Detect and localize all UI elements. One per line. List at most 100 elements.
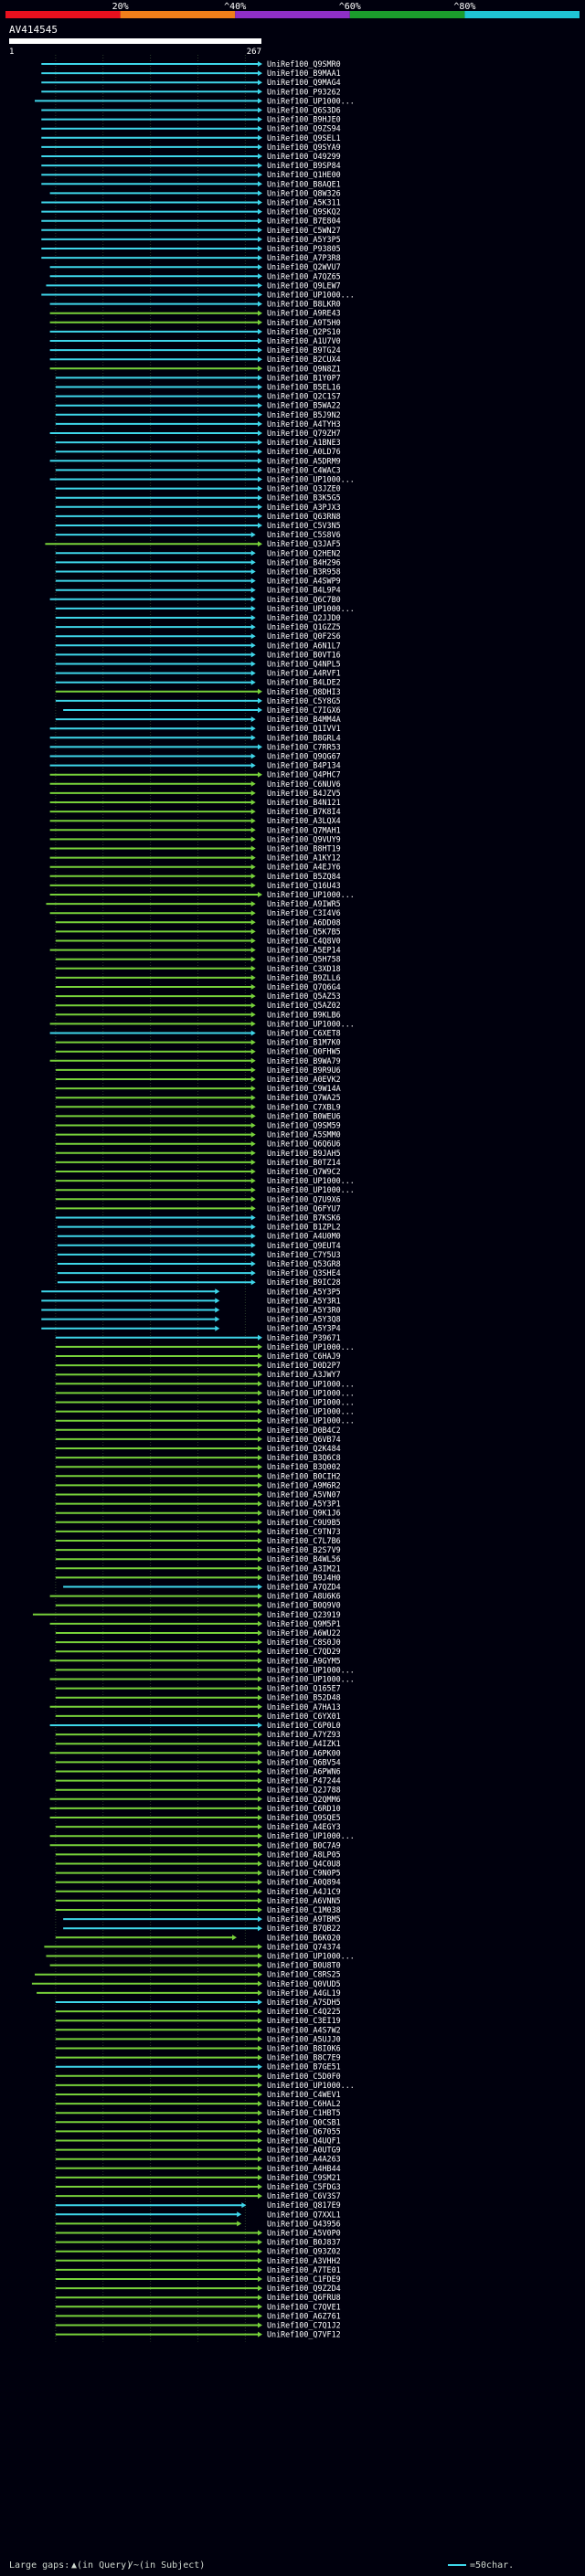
hit-label[interactable]: UniRef100_Q3JZE0 xyxy=(267,484,341,493)
hit-label[interactable]: UniRef100_A4GL19 xyxy=(267,1988,341,1998)
hit-label[interactable]: UniRef100_B8AQE1 xyxy=(267,179,341,188)
hit-label[interactable]: UniRef100_A5VN07 xyxy=(267,1490,341,1500)
hit-label[interactable]: UniRef100_Q6FRU8 xyxy=(267,2293,341,2302)
hit-label[interactable]: UniRef100_C7Y5U3 xyxy=(267,1250,341,1259)
hit-label[interactable]: UniRef100_B8GRL4 xyxy=(267,733,341,742)
hit-label[interactable]: UniRef100_C8S0J0 xyxy=(267,1638,341,1647)
hit-label[interactable]: UniRef100_C6HAL2 xyxy=(267,2099,341,2108)
hit-label[interactable]: UniRef100_Q9SYA9 xyxy=(267,143,341,152)
hit-label[interactable]: UniRef100_B2S7V9 xyxy=(267,1545,341,1554)
hit-label[interactable]: UniRef100_B0Q9V0 xyxy=(267,1601,341,1610)
hit-label[interactable]: UniRef100_Q5AZ02 xyxy=(267,1001,341,1010)
hit-label[interactable]: UniRef100_A5Y3Q8 xyxy=(267,1315,341,1324)
hit-label[interactable]: UniRef100_Q9SMR0 xyxy=(267,59,341,69)
hit-label[interactable]: UniRef100_UP1000... xyxy=(267,890,355,899)
hit-label[interactable]: UniRef100_UP1000... xyxy=(267,1407,355,1416)
hit-label[interactable]: UniRef100_C6HAJ9 xyxy=(267,1352,341,1361)
hit-label[interactable]: UniRef100_C6NUV6 xyxy=(267,779,341,789)
hit-label[interactable]: UniRef100_A5Y3R1 xyxy=(267,1296,341,1305)
hit-label[interactable]: UniRef100_A5EP14 xyxy=(267,946,341,955)
hit-label[interactable]: UniRef100_UP1000... xyxy=(267,1176,355,1185)
hit-label[interactable]: UniRef100_B52D48 xyxy=(267,1693,341,1702)
hit-label[interactable]: UniRef100_A5V0P0 xyxy=(267,2229,341,2238)
hit-label[interactable]: UniRef100_Q4UQF1 xyxy=(267,2136,341,2146)
hit-label[interactable]: UniRef100_Q0VUD5 xyxy=(267,1979,341,1988)
hit-label[interactable]: UniRef100_Q6FYU7 xyxy=(267,1203,341,1213)
hit-label[interactable]: UniRef100_Q7U9X6 xyxy=(267,1194,341,1203)
hit-label[interactable]: UniRef100_Q0FHW5 xyxy=(267,1047,341,1056)
hit-label[interactable]: UniRef100_A7P3R8 xyxy=(267,253,341,262)
hit-label[interactable]: UniRef100_A6PK00 xyxy=(267,1748,341,1757)
hit-label[interactable]: UniRef100_B6K020 xyxy=(267,1933,341,1942)
hit-label[interactable]: UniRef100_Q5H758 xyxy=(267,955,341,964)
hit-label[interactable]: UniRef100_P47244 xyxy=(267,1776,341,1786)
hit-label[interactable]: UniRef100_B4MM4A xyxy=(267,715,341,724)
hit-label[interactable]: UniRef100_B9KLB6 xyxy=(267,1010,341,1019)
hit-label[interactable]: UniRef100_B2CUX4 xyxy=(267,355,341,364)
hit-label[interactable]: UniRef100_Q0CSB1 xyxy=(267,2117,341,2126)
hit-label[interactable]: UniRef100_UP1000... xyxy=(267,1675,355,1684)
hit-label[interactable]: UniRef100_A6VNN5 xyxy=(267,1896,341,1905)
hit-label[interactable]: UniRef100_C3XD18 xyxy=(267,964,341,973)
hit-label[interactable]: UniRef100_Q7WA25 xyxy=(267,1093,341,1102)
hit-label[interactable]: UniRef100_C9U9B5 xyxy=(267,1518,341,1527)
hit-label[interactable]: UniRef100_A8LP05 xyxy=(267,1850,341,1859)
hit-label[interactable]: UniRef100_B9J4H0 xyxy=(267,1573,341,1582)
hit-label[interactable]: UniRef100_B3K5G5 xyxy=(267,493,341,503)
hit-label[interactable]: UniRef100_B3R958 xyxy=(267,567,341,577)
hit-label[interactable]: UniRef100_Q9SKQ2 xyxy=(267,207,341,217)
hit-label[interactable]: UniRef100_C6YX01 xyxy=(267,1712,341,1721)
hit-label[interactable]: UniRef100_UP1000... xyxy=(267,1398,355,1407)
hit-label[interactable]: UniRef100_P93262 xyxy=(267,87,341,96)
hit-label[interactable]: UniRef100_B0WEU6 xyxy=(267,1111,341,1120)
hit-label[interactable]: UniRef100_Q9MAG4 xyxy=(267,78,341,87)
hit-label[interactable]: UniRef100_B7KSK6 xyxy=(267,1214,341,1223)
hit-label[interactable]: UniRef100_UP1000... xyxy=(267,1019,355,1028)
hit-label[interactable]: UniRef100_A9IWR5 xyxy=(267,899,341,908)
hit-label[interactable]: UniRef100_B4N121 xyxy=(267,798,341,807)
hit-label[interactable]: UniRef100_C1FDE9 xyxy=(267,2274,341,2284)
hit-label[interactable]: UniRef100_Q23919 xyxy=(267,1610,341,1619)
hit-label[interactable]: UniRef100_B8HT19 xyxy=(267,844,341,853)
hit-label[interactable]: UniRef100_UP1000... xyxy=(267,1952,355,1961)
hit-label[interactable]: UniRef100_UP1000... xyxy=(267,1831,355,1840)
hit-label[interactable]: UniRef100_Q9K1J6 xyxy=(267,1509,341,1518)
hit-label[interactable]: UniRef100_Q7VF12 xyxy=(267,2330,341,2339)
hit-label[interactable]: UniRef100_A5K311 xyxy=(267,198,341,207)
hit-label[interactable]: UniRef100_B8C7E9 xyxy=(267,2053,341,2062)
hit-label[interactable]: UniRef100_A7TE01 xyxy=(267,2265,341,2274)
hit-label[interactable]: UniRef100_B1Y0P7 xyxy=(267,373,341,382)
hit-label[interactable]: UniRef100_B9IC28 xyxy=(267,1277,341,1287)
hit-label[interactable]: UniRef100_A4U0M0 xyxy=(267,1232,341,1241)
hit-label[interactable]: UniRef100_C6RD10 xyxy=(267,1804,341,1813)
hit-label[interactable]: UniRef100_B9SP84 xyxy=(267,161,341,170)
hit-label[interactable]: UniRef100_B4WL56 xyxy=(267,1554,341,1564)
hit-label[interactable]: UniRef100_B9ZLL6 xyxy=(267,973,341,982)
hit-label[interactable]: UniRef100_O49299 xyxy=(267,152,341,161)
hit-label[interactable]: UniRef100_C5V3N5 xyxy=(267,521,341,530)
hit-label[interactable]: UniRef100_Q9M5P1 xyxy=(267,1619,341,1628)
hit-label[interactable]: UniRef100_C7QD29 xyxy=(267,1647,341,1656)
hit-label[interactable]: UniRef100_C7QVE1 xyxy=(267,2302,341,2311)
hit-label[interactable]: UniRef100_B1M7K0 xyxy=(267,1038,341,1047)
hit-label[interactable]: UniRef100_A5UJJ0 xyxy=(267,2034,341,2043)
hit-label[interactable]: UniRef100_A5SMM0 xyxy=(267,1130,341,1140)
hit-label[interactable]: UniRef100_Q7Q6G4 xyxy=(267,982,341,991)
hit-label[interactable]: UniRef100_C9TN73 xyxy=(267,1527,341,1536)
hit-label[interactable]: UniRef100_Q165E7 xyxy=(267,1684,341,1693)
hit-label[interactable]: UniRef100_A7YZ93 xyxy=(267,1730,341,1739)
hit-label[interactable]: UniRef100_Q9VUY9 xyxy=(267,834,341,843)
hit-label[interactable]: UniRef100_A5Y3R0 xyxy=(267,1306,341,1315)
hit-label[interactable]: UniRef100_A6N1L7 xyxy=(267,641,341,650)
hit-label[interactable]: UniRef100_Q8W326 xyxy=(267,188,341,197)
hit-label[interactable]: UniRef100_B9JAH5 xyxy=(267,1149,341,1158)
hit-label[interactable]: UniRef100_A3IM21 xyxy=(267,1564,341,1573)
hit-label[interactable]: UniRef100_A4EJY6 xyxy=(267,863,341,872)
hit-label[interactable]: UniRef100_B1ZPL2 xyxy=(267,1223,341,1232)
hit-label[interactable]: UniRef100_A4S7W2 xyxy=(267,2025,341,2034)
hit-label[interactable]: UniRef100_B7QB22 xyxy=(267,1924,341,1933)
hit-label[interactable]: UniRef100_Q5AZ53 xyxy=(267,991,341,1001)
hit-label[interactable]: UniRef100_A6DD08 xyxy=(267,917,341,927)
hit-label[interactable]: UniRef100_C5WN27 xyxy=(267,226,341,235)
hit-label[interactable]: UniRef100_A5Y3P5 xyxy=(267,235,341,244)
